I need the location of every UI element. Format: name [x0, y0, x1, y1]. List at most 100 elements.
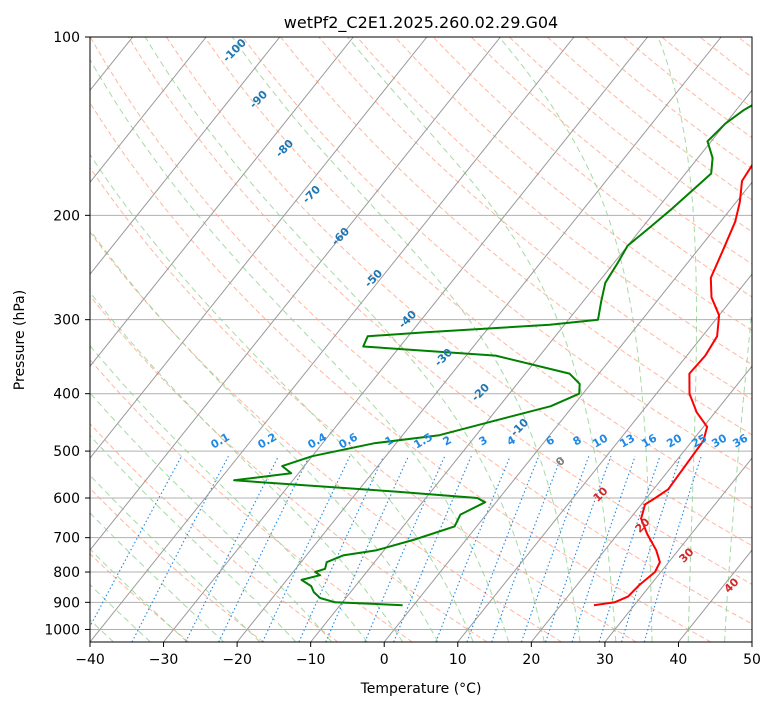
x-tick-label: 40 [670, 652, 688, 668]
chart-title: wetPf2_C2E1.2025.260.02.29.G04 [284, 13, 558, 33]
theta-label: -70 [300, 183, 323, 206]
dry-adiabat-line [90, 423, 339, 642]
moist-adiabat-line [144, 37, 545, 642]
mixing-ratio-label: 13 [617, 432, 637, 451]
x-tick-label: 50 [743, 652, 761, 668]
theta-label: -60 [329, 225, 352, 248]
dry-adiabat-line [242, 37, 752, 472]
theta-label: -40 [396, 308, 419, 331]
x-tick-label: 30 [596, 652, 614, 668]
isotherm-line [751, 641, 752, 642]
x-tick-label: −20 [222, 652, 252, 668]
mixing-ratio-label: 1.5 [412, 430, 435, 451]
dry-adiabat-line [737, 37, 752, 49]
mixing-ratio-line [491, 455, 563, 642]
theta-e-label: 40 [722, 575, 742, 595]
mixing-ratio-line [643, 456, 702, 642]
moist-adiabat-line [724, 303, 752, 642]
mixing-ratio-line [325, 455, 409, 642]
theta-label: -80 [273, 137, 296, 160]
x-tick-label: 20 [522, 652, 540, 668]
dry-adiabat-line [204, 37, 752, 509]
y-tick-label: 800 [53, 565, 80, 581]
y-tick-label: 400 [53, 387, 80, 403]
mixing-ratio-label: 0.1 [209, 430, 232, 451]
theta-label: -20 [469, 381, 492, 404]
mixing-ratio-line [435, 455, 511, 642]
theta-e-label: 10 [591, 484, 611, 504]
x-tick-label: −40 [75, 652, 105, 668]
moist-adiabat-line [347, 37, 617, 642]
mixing-ratio-line [598, 456, 661, 642]
mixing-ratio-label: 0.4 [306, 430, 330, 451]
mixing-ratio-line [393, 455, 472, 642]
moist-adiabat-line [90, 434, 297, 642]
isotherm-line [310, 89, 752, 642]
isotherm-line [163, 37, 648, 642]
moist-adiabat-line [498, 37, 653, 642]
theta-label: -30 [432, 346, 455, 369]
dry-adiabat-line [90, 295, 488, 642]
mixing-ratio-line [571, 456, 636, 642]
y-tick-label: 900 [53, 595, 80, 611]
theta-label: -90 [247, 88, 270, 111]
moist-adiabat-line [90, 153, 474, 642]
moist-adiabat-line [90, 58, 510, 642]
mixing-ratio-label: 20 [664, 431, 684, 450]
y-tick-label: 500 [53, 444, 80, 460]
isotherm-line [604, 457, 752, 642]
background-labels: -100-90-80-70-60-50-40-30-20-100.1 0.2 0.4… [209, 36, 751, 596]
mixing-ratio-line [131, 455, 229, 642]
mixing-ratio-line [218, 455, 310, 642]
dry-adiabat-line [318, 37, 752, 400]
x-axis-label: Temperature (°C) [360, 681, 482, 697]
mixing-ratio-line [466, 455, 540, 642]
temperature-profile-line [593, 163, 752, 607]
isotherm-line [90, 37, 207, 184]
dry-adiabat-line [356, 37, 752, 366]
dewpoint-profile-line [233, 104, 752, 607]
isotherm-line [236, 37, 722, 642]
mixing-ratio-line [298, 455, 385, 642]
mixing-ratio-label: 16 [639, 431, 659, 450]
y-tick-label: 300 [53, 313, 80, 329]
y-axis: 1000 900 800 700 600 500 400 300 200 100 [44, 30, 90, 638]
dry-adiabat-line [280, 37, 752, 436]
moist-adiabat-line [657, 37, 697, 642]
theta-label: -50 [362, 267, 385, 290]
background-lines [90, 37, 752, 642]
mixing-ratio-label: 6 [544, 433, 557, 448]
y-tick-label: 700 [53, 531, 80, 547]
moist-adiabat-line [90, 548, 188, 642]
isotherm-line [90, 37, 575, 642]
mixing-ratio-label: 3 [477, 433, 490, 448]
mixing-ratio-label: 36 [730, 431, 750, 450]
isotherm-line [383, 181, 752, 642]
y-tick-label: 200 [53, 208, 80, 224]
dry-adiabat-line [394, 37, 752, 332]
isotherm-line [457, 273, 752, 642]
isotherm-line [530, 365, 752, 642]
moist-adiabat-line [90, 344, 368, 642]
mixing-ratio-label: 0.6 [337, 430, 361, 451]
dry-adiabat-line [661, 37, 752, 109]
dry-adiabat-line [90, 358, 413, 642]
theta-e-label: 0 [553, 454, 568, 469]
moist-adiabat-line [231, 37, 581, 642]
sounding-series [233, 104, 752, 607]
dry-adiabat-line [90, 101, 712, 642]
dry-adiabat-line [547, 37, 752, 201]
isotherm-line [90, 37, 281, 276]
moist-adiabat-line [90, 291, 404, 642]
dry-adiabat-line [508, 37, 752, 233]
mixing-ratio-label: 0.2 [256, 430, 279, 451]
y-tick-label: 600 [53, 491, 80, 507]
mixing-ratio-label: 2 [441, 433, 454, 448]
x-tick-label: 10 [449, 652, 467, 668]
y-tick-label: 1000 [44, 622, 80, 638]
mixing-ratio-line [545, 456, 612, 642]
dry-adiabat-line [90, 37, 752, 625]
mixing-ratio-label: 8 [571, 433, 584, 448]
x-tick-label: −30 [149, 652, 179, 668]
